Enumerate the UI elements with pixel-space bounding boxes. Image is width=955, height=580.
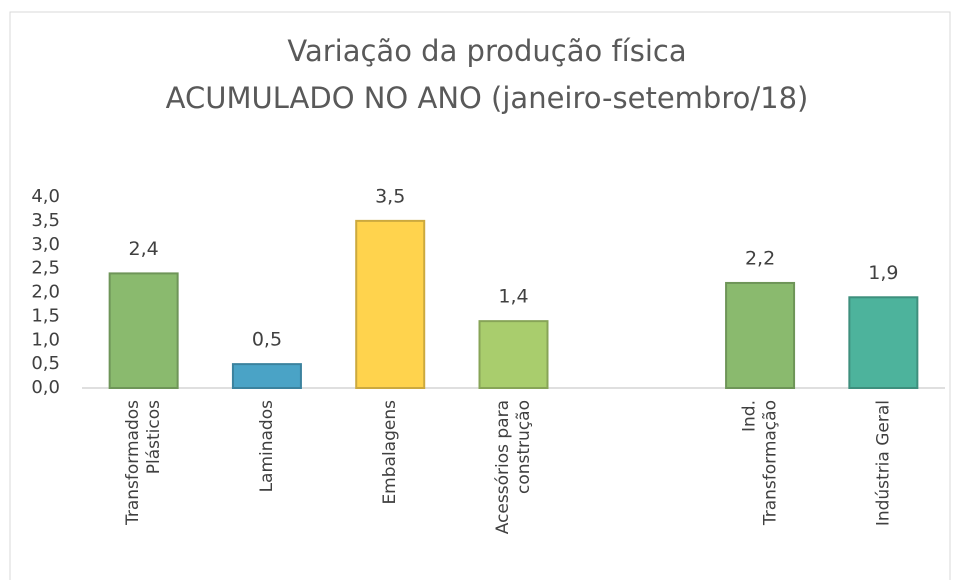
x-tick-label: Indústria Geral (873, 400, 893, 526)
bar (355, 219, 426, 389)
x-tick-label: Transformados (123, 400, 143, 526)
data-label: 0,5 (252, 329, 282, 351)
x-tick-label: Transformação (761, 400, 781, 526)
y-tick-label: 1,0 (31, 329, 60, 350)
y-tick-label: 1,5 (31, 305, 60, 326)
data-label: 1,9 (868, 262, 898, 284)
bar (231, 363, 302, 389)
x-tick-label: Embalagens (380, 400, 400, 505)
y-tick-label: 0,0 (31, 377, 60, 398)
y-tick-label: 0,5 (31, 353, 60, 374)
data-label: 1,4 (498, 286, 528, 308)
data-label: 2,2 (745, 247, 775, 269)
chart-title: ACUMULADO NO ANO (janeiro-setembro/18) (166, 81, 809, 115)
x-tick-label: Ind. (740, 400, 760, 432)
y-tick-label: 4,0 (31, 186, 60, 207)
y-tick-label: 3,0 (31, 234, 60, 255)
chart-title: Variação da produção física (287, 34, 686, 68)
x-tick-label: Plásticos (144, 400, 164, 474)
x-tick-label: Laminados (257, 400, 277, 493)
y-tick-label: 2,5 (31, 258, 60, 279)
data-label: 2,4 (129, 238, 159, 260)
bar (478, 320, 549, 389)
y-tick-label: 2,0 (31, 282, 60, 303)
x-tick-label: Acessórios para (493, 400, 513, 534)
y-tick-label: 3,5 (31, 210, 60, 231)
bar (108, 272, 179, 389)
x-tick-label: construção (514, 400, 534, 494)
bar (725, 281, 796, 390)
data-label: 3,5 (375, 185, 405, 207)
bar (848, 296, 919, 389)
